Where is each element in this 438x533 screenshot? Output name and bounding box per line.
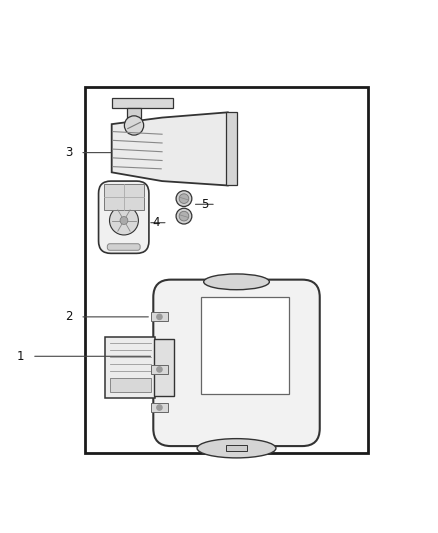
- Bar: [105, 336, 155, 398]
- Bar: [104, 184, 144, 209]
- Circle shape: [110, 206, 138, 235]
- Bar: [151, 312, 168, 321]
- Bar: [112, 98, 173, 108]
- Circle shape: [124, 116, 144, 135]
- Bar: [127, 108, 141, 125]
- Circle shape: [157, 367, 162, 372]
- Circle shape: [157, 314, 162, 319]
- Ellipse shape: [197, 439, 276, 458]
- Bar: [201, 297, 289, 393]
- Circle shape: [179, 211, 189, 221]
- Text: 3: 3: [65, 146, 72, 159]
- Ellipse shape: [204, 274, 269, 290]
- Circle shape: [120, 216, 128, 224]
- Bar: [151, 365, 168, 374]
- FancyBboxPatch shape: [107, 244, 140, 251]
- Circle shape: [176, 191, 192, 206]
- Text: 2: 2: [65, 310, 72, 324]
- Circle shape: [179, 194, 189, 204]
- Bar: [151, 403, 168, 412]
- Circle shape: [176, 208, 192, 224]
- Bar: [226, 446, 247, 451]
- Bar: [154, 339, 174, 395]
- Bar: [85, 87, 368, 453]
- Polygon shape: [112, 112, 228, 185]
- Text: 5: 5: [201, 198, 208, 211]
- FancyBboxPatch shape: [153, 280, 320, 446]
- Circle shape: [157, 405, 162, 410]
- Bar: [110, 378, 151, 392]
- Text: 1: 1: [17, 350, 24, 363]
- Bar: [226, 112, 237, 185]
- Text: 4: 4: [152, 216, 160, 229]
- FancyBboxPatch shape: [99, 181, 149, 253]
